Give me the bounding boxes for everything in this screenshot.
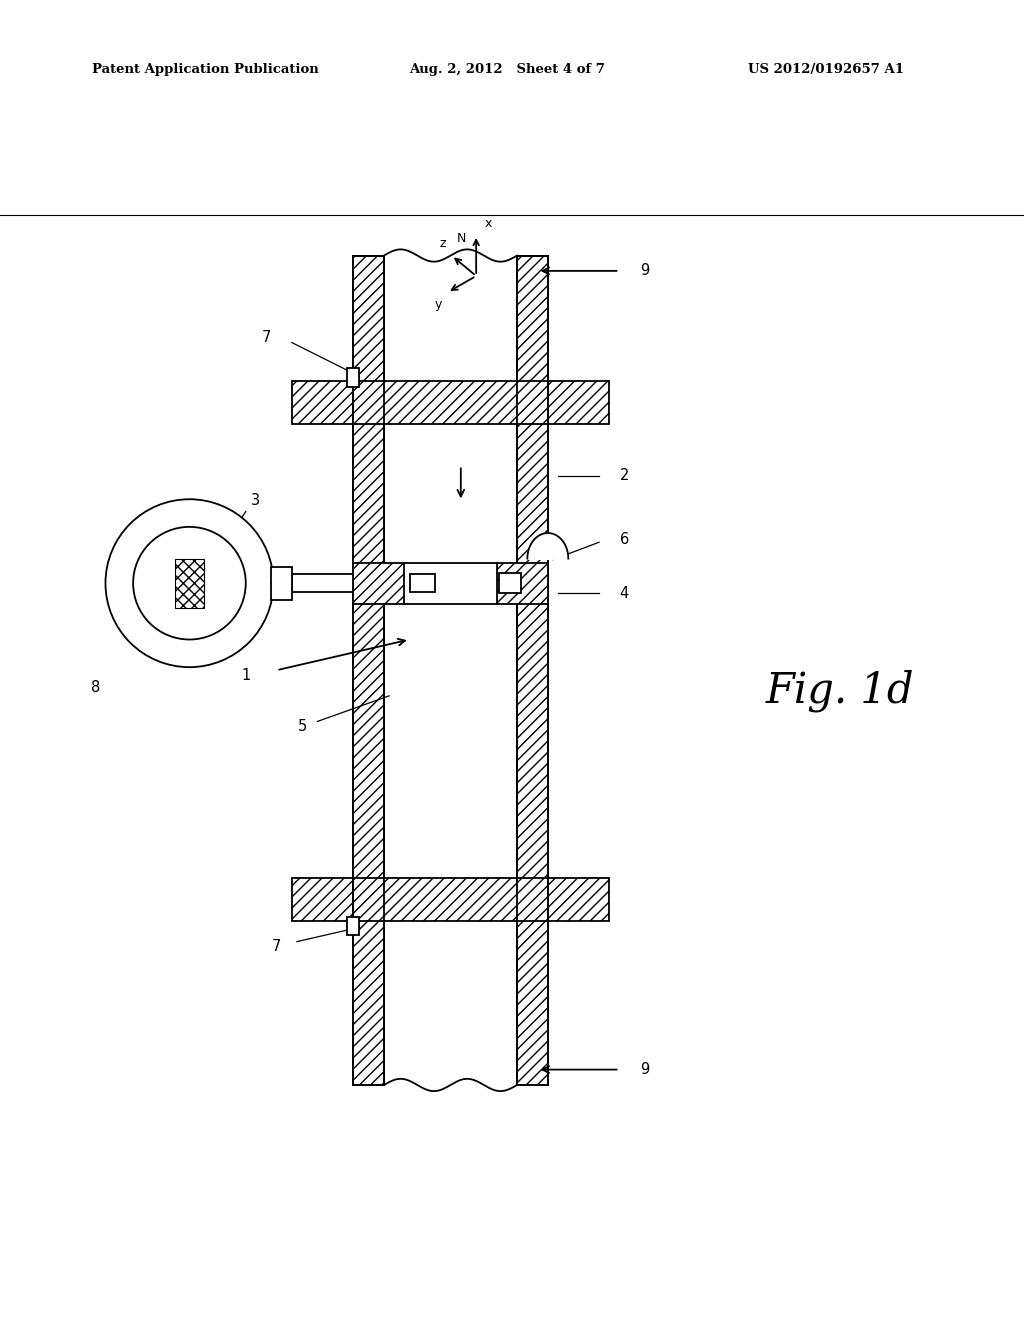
Text: 1: 1: [241, 668, 251, 682]
Bar: [347, 917, 359, 936]
Bar: [517, 256, 548, 1085]
Bar: [497, 562, 548, 603]
Bar: [292, 878, 609, 921]
Text: Aug. 2, 2012   Sheet 4 of 7: Aug. 2, 2012 Sheet 4 of 7: [410, 63, 605, 77]
Text: 9: 9: [640, 1063, 649, 1077]
Text: 5: 5: [297, 719, 307, 734]
Bar: [499, 573, 521, 594]
Text: 6: 6: [620, 532, 629, 546]
Text: 7: 7: [262, 330, 271, 345]
Text: US 2012/0192657 A1: US 2012/0192657 A1: [748, 63, 903, 77]
Circle shape: [133, 527, 246, 639]
Text: 9: 9: [640, 264, 649, 279]
Bar: [292, 574, 353, 593]
Text: 2: 2: [620, 469, 629, 483]
Text: 7: 7: [272, 940, 282, 954]
Text: Fig. 1d: Fig. 1d: [765, 669, 914, 711]
Text: 3: 3: [251, 494, 260, 508]
Text: 4: 4: [620, 586, 629, 601]
Bar: [347, 368, 359, 387]
Bar: [292, 381, 609, 425]
Bar: [271, 566, 292, 599]
Bar: [353, 562, 404, 603]
Text: Patent Application Publication: Patent Application Publication: [92, 63, 318, 77]
Text: 8: 8: [90, 680, 100, 696]
Bar: [353, 256, 384, 1085]
Text: z: z: [440, 238, 446, 251]
Text: x: x: [484, 216, 492, 230]
Bar: [410, 574, 435, 593]
Text: N: N: [457, 232, 466, 246]
Polygon shape: [527, 533, 568, 558]
Circle shape: [105, 499, 273, 667]
Bar: [175, 558, 204, 607]
Text: y: y: [435, 297, 442, 310]
Bar: [384, 256, 517, 1085]
